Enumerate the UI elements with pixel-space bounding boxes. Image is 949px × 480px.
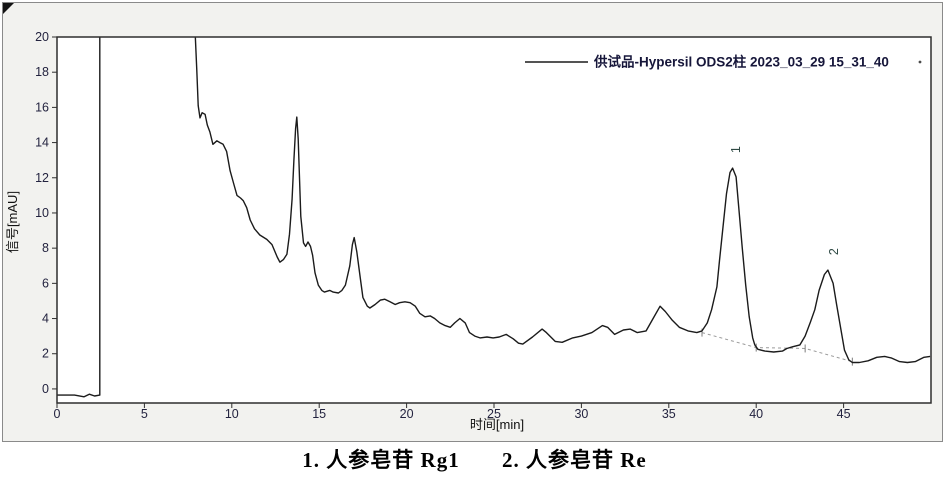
y-tick-label: 12 [35, 171, 49, 185]
y-tick-label: 14 [35, 136, 49, 150]
x-tick-label: 5 [141, 407, 148, 421]
y-tick-label: 20 [35, 30, 49, 44]
y-tick-label: 8 [42, 241, 49, 255]
x-tick-label: 40 [749, 407, 763, 421]
y-tick-label: 2 [42, 347, 49, 361]
x-axis-title: 时间[min] [470, 417, 524, 432]
plot-area [57, 37, 931, 403]
plot-frame [56, 36, 932, 404]
integration-baseline [701, 328, 853, 366]
x-tick-label: 0 [54, 407, 61, 421]
caption-peak-2: 2. 人参皂苷 Re [501, 448, 647, 472]
x-tick-label: 15 [312, 407, 326, 421]
caption-peak-1: 1. 人参皂苷 Rg1 [302, 448, 460, 472]
peak-label-1: 1 [729, 146, 743, 153]
x-tick-label: 20 [400, 407, 414, 421]
x-tick-label: 30 [574, 407, 588, 421]
peak-label-2: 2 [827, 248, 841, 255]
corner-marker-icon [3, 3, 14, 14]
y-tick-label: 16 [35, 100, 49, 114]
y-tick-label: 4 [42, 312, 49, 326]
y-axis-title: 信号[mAU] [5, 191, 20, 253]
baseline-dash [701, 332, 853, 363]
legend: 供试品-Hypersil ODS2柱 2023_03_29 15_31_40 [525, 54, 922, 70]
y-tick-label: 18 [35, 65, 49, 79]
x-tick-label: 35 [662, 407, 676, 421]
x-tick-label: 45 [837, 407, 851, 421]
y-axis: 0 2 4 6 8 10 12 14 16 18 20 [35, 30, 57, 396]
x-tick-label: 10 [225, 407, 239, 421]
legend-dot [918, 60, 922, 64]
y-tick-label: 10 [35, 206, 49, 220]
legend-label: 供试品-Hypersil ODS2柱 2023_03_29 15_31_40 [593, 54, 889, 70]
peak-caption: 1. 人参皂苷 Rg1 2. 人参皂苷 Re [0, 444, 949, 474]
y-tick-label: 0 [42, 382, 49, 396]
x-tick-label: 25 [487, 407, 501, 421]
x-axis: 0 5 10 15 20 25 30 35 40 45 [54, 403, 851, 421]
y-tick-label: 6 [42, 276, 49, 290]
signal-trace [57, 37, 931, 398]
